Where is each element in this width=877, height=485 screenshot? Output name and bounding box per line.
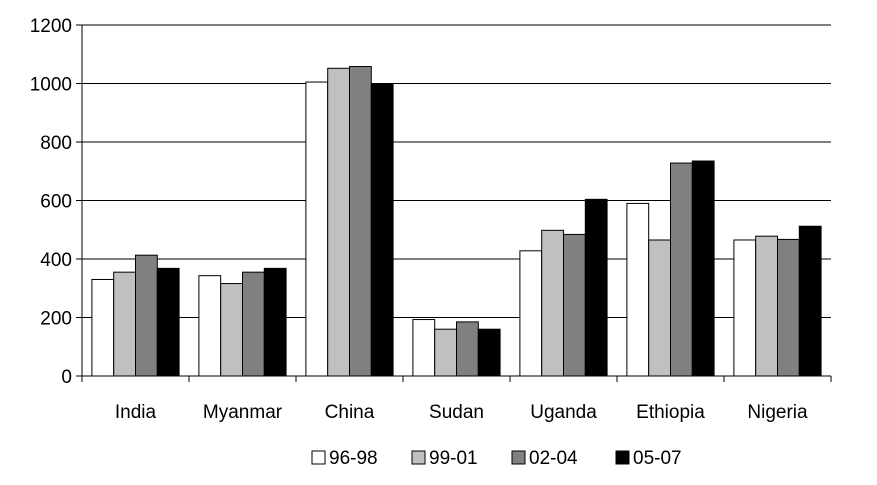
bar-02-04-Nigeria [777, 238, 800, 377]
x-tick-label: Myanmar [203, 402, 283, 423]
bars [91, 66, 822, 377]
gridlines [82, 24, 831, 318]
x-tick-label: Nigeria [747, 402, 808, 423]
x-tick-labels: India Myanmar China Sudan Uganda Ethiopia Nige… [115, 402, 808, 423]
bar-99-01-Sudan [434, 328, 458, 377]
bar-99-01-Uganda [541, 229, 565, 377]
bar-02-04-Sudan [456, 321, 479, 377]
x-tick-label: India [115, 402, 157, 423]
bar-05-07-Nigeria [798, 225, 822, 377]
bar-96-98-China [305, 81, 329, 377]
bar-96-98-India [91, 278, 115, 377]
y-tick-label: 1200 [30, 16, 72, 37]
bar-05-07-China [370, 83, 394, 377]
bar-05-07-Myanmar [263, 267, 287, 377]
legend-label: 96-98 [329, 448, 378, 469]
axes [76, 24, 832, 382]
x-tick-label: Uganda [530, 402, 597, 423]
bar-99-01-China [327, 67, 351, 377]
legend-swatch-99-01 [411, 450, 426, 465]
x-tick-label: Ethiopia [636, 402, 705, 423]
bar-02-04-Ethiopia [670, 162, 693, 377]
bar-99-01-India [113, 271, 136, 377]
bar-05-07-India [156, 267, 180, 377]
bar-96-98-Sudan [412, 319, 436, 377]
y-tick-label: 800 [40, 133, 72, 154]
legend-label: 02-04 [529, 448, 578, 469]
y-tick-label: 600 [40, 192, 72, 213]
bar-05-07-Uganda [584, 198, 608, 377]
legend-label: 99-01 [429, 448, 478, 469]
bar-96-98-Ethiopia [626, 202, 650, 377]
y-tick-label: 0 [61, 367, 72, 388]
bar-02-04-China [349, 66, 372, 377]
y-tick-labels: 0 200 400 600 800 1000 1200 [30, 16, 72, 388]
y-tick-label: 1000 [30, 75, 72, 96]
bar-96-98-Uganda [519, 250, 543, 377]
legend-swatch-96-98 [311, 450, 326, 465]
x-tick-label: China [325, 402, 375, 423]
y-tick-label: 200 [40, 309, 72, 330]
bar-02-04-Uganda [563, 233, 586, 377]
bar-02-04-India [135, 254, 158, 377]
legend-swatch-05-07 [615, 450, 630, 465]
bar-99-01-Nigeria [755, 235, 779, 377]
legend-swatch-02-04 [511, 450, 526, 465]
bar-05-07-Sudan [477, 328, 501, 377]
legend: 96-98 99-01 02-04 05-07 [311, 448, 682, 469]
bar-96-98-Nigeria [733, 239, 757, 377]
x-tick-label: Sudan [429, 402, 484, 423]
bar-05-07-Ethiopia [691, 160, 715, 377]
bar-99-01-Ethiopia [648, 239, 672, 377]
y-tick-label: 400 [40, 250, 72, 271]
bar-96-98-Myanmar [198, 275, 222, 377]
bar-02-04-Myanmar [242, 271, 265, 377]
bar-99-01-Myanmar [220, 283, 243, 377]
legend-label: 05-07 [633, 448, 682, 469]
